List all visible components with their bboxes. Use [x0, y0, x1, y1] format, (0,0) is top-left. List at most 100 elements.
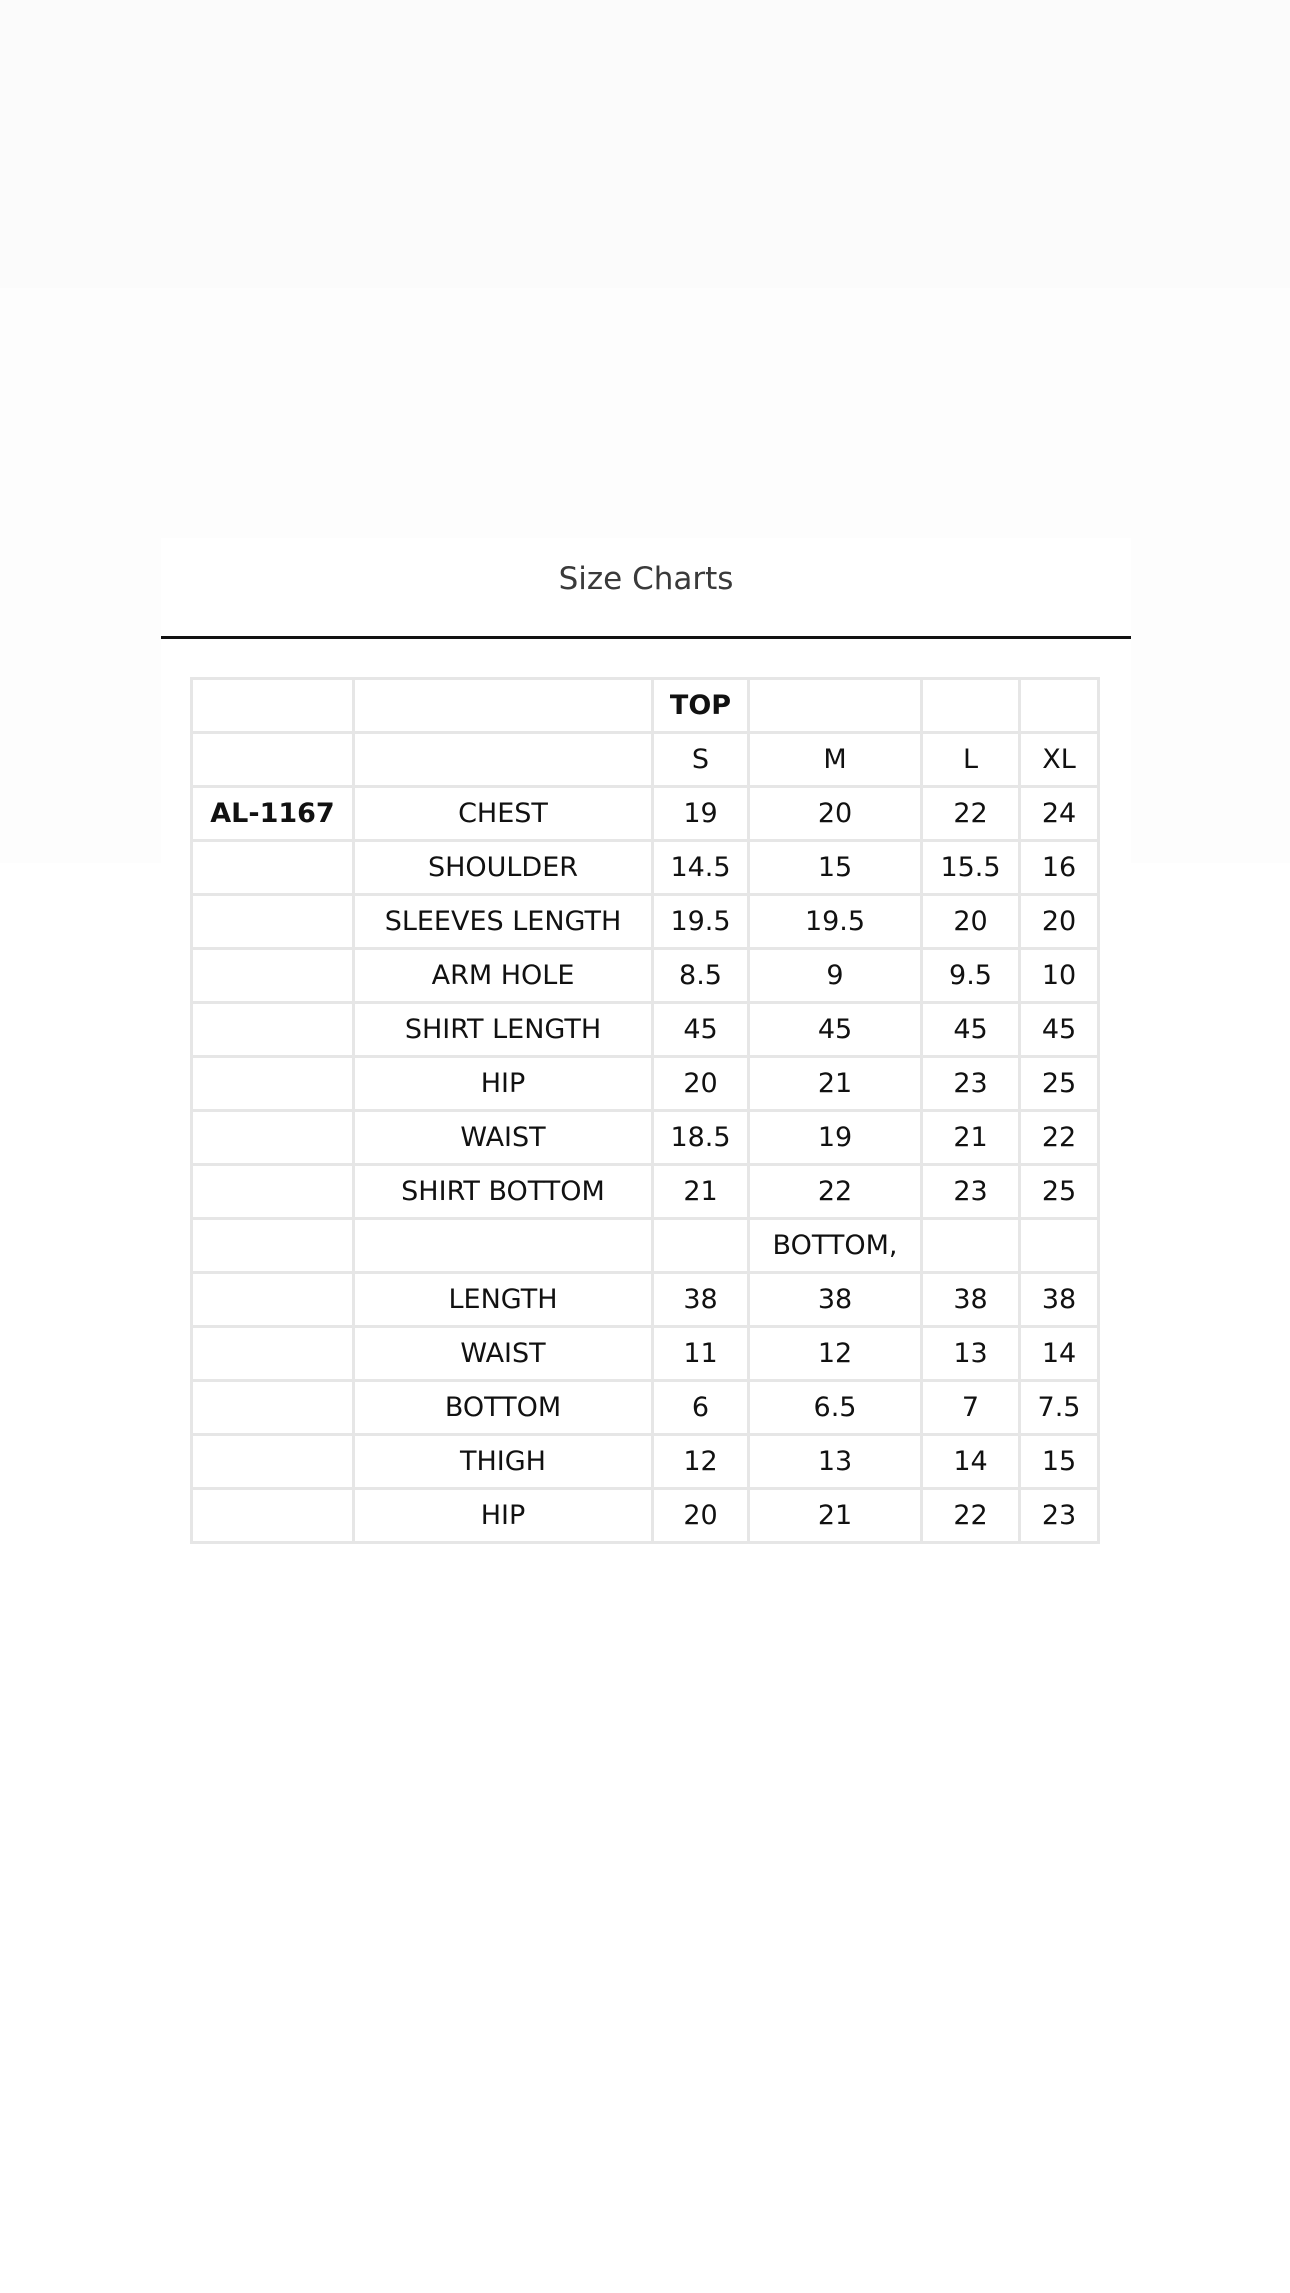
table-cell: BOTTOM: [352, 1379, 654, 1436]
table-cell: [190, 1271, 355, 1328]
table-row: TOP: [190, 677, 1100, 734]
table-cell: SHIRT BOTTOM: [352, 1163, 654, 1220]
table-cell: [190, 893, 355, 950]
table-cell: 9.5: [920, 947, 1021, 1004]
table-row: SLEEVES LENGTH 19.5 19.5 20 20: [190, 893, 1100, 950]
table-cell: LENGTH: [352, 1271, 654, 1328]
table-cell: 20: [747, 785, 923, 842]
table-cell: [190, 731, 355, 788]
table-cell: [747, 677, 923, 734]
table-cell: 15: [747, 839, 923, 896]
table-cell: 15.5: [920, 839, 1021, 896]
table-cell: 7.5: [1018, 1379, 1100, 1436]
table-cell: 25: [1018, 1163, 1100, 1220]
table-cell: S: [651, 731, 750, 788]
table-cell: 21: [920, 1109, 1021, 1166]
table-cell: 45: [920, 1001, 1021, 1058]
size-chart-table: TOP S M L XL AL-1167 CHEST 19 20 22 24 SHOULDER 14.5…: [190, 677, 1100, 1544]
table-cell: 14: [920, 1433, 1021, 1490]
table-cell: 6.5: [747, 1379, 923, 1436]
table-cell: 11: [651, 1325, 750, 1382]
table-cell: 23: [1018, 1487, 1100, 1544]
table-row: ARM HOLE 8.5 9 9.5 10: [190, 947, 1100, 1004]
table-cell: [190, 947, 355, 1004]
table-cell: TOP: [651, 677, 750, 734]
table-cell: 16: [1018, 839, 1100, 896]
table-cell: HIP: [352, 1055, 654, 1112]
table-cell: 23: [920, 1055, 1021, 1112]
table-cell: 19.5: [747, 893, 923, 950]
table-cell: [651, 1217, 750, 1274]
table-cell: [190, 677, 355, 734]
table-row: SHOULDER 14.5 15 15.5 16: [190, 839, 1100, 896]
table-cell: [920, 1217, 1021, 1274]
table-cell: 15: [1018, 1433, 1100, 1490]
table-row: LENGTH 38 38 38 38: [190, 1271, 1100, 1328]
table-cell: 38: [651, 1271, 750, 1328]
table-cell: 22: [747, 1163, 923, 1220]
table-cell: [190, 1217, 355, 1274]
table-cell: 24: [1018, 785, 1100, 842]
table-row: HIP 20 21 22 23: [190, 1487, 1100, 1544]
table-cell: [920, 677, 1021, 734]
table-cell: 19: [747, 1109, 923, 1166]
table-cell: 38: [747, 1271, 923, 1328]
table-cell: 13: [747, 1433, 923, 1490]
table-cell: 20: [651, 1487, 750, 1544]
table-cell: [352, 1217, 654, 1274]
header-divider: [161, 636, 1131, 639]
table-row: WAIST 18.5 19 21 22: [190, 1109, 1100, 1166]
table-row: HIP 20 21 23 25: [190, 1055, 1100, 1112]
table-cell: [190, 1109, 355, 1166]
table-cell: 12: [651, 1433, 750, 1490]
table-cell: CHEST: [352, 785, 654, 842]
table-cell: 38: [920, 1271, 1021, 1328]
table-cell: SHOULDER: [352, 839, 654, 896]
table-cell: L: [920, 731, 1021, 788]
table-cell: 45: [651, 1001, 750, 1058]
table-cell: SHIRT LENGTH: [352, 1001, 654, 1058]
table-cell: 21: [651, 1163, 750, 1220]
table-row: SHIRT LENGTH 45 45 45 45: [190, 1001, 1100, 1058]
table-cell: [190, 1487, 355, 1544]
table-cell: 22: [920, 1487, 1021, 1544]
table-cell: BOTTOM,: [747, 1217, 923, 1274]
table-cell: 22: [920, 785, 1021, 842]
table-cell: 7: [920, 1379, 1021, 1436]
table-cell: [190, 1325, 355, 1382]
table-cell: 9: [747, 947, 923, 1004]
table-cell: 20: [920, 893, 1021, 950]
table-cell: [190, 839, 355, 896]
table-row: SHIRT BOTTOM 21 22 23 25: [190, 1163, 1100, 1220]
table-cell: 21: [747, 1055, 923, 1112]
table-row: WAIST 11 12 13 14: [190, 1325, 1100, 1382]
table-cell: 14.5: [651, 839, 750, 896]
table-cell: ARM HOLE: [352, 947, 654, 1004]
table-cell: 25: [1018, 1055, 1100, 1112]
table-cell: 19: [651, 785, 750, 842]
table-cell: THIGH: [352, 1433, 654, 1490]
table-cell: 22: [1018, 1109, 1100, 1166]
table-row: BOTTOM 6 6.5 7 7.5: [190, 1379, 1100, 1436]
table-cell: 18.5: [651, 1109, 750, 1166]
table-cell: 19.5: [651, 893, 750, 950]
table-cell: [190, 1163, 355, 1220]
table-cell: 21: [747, 1487, 923, 1544]
table-cell: AL-1167: [190, 785, 355, 842]
table-cell: 38: [1018, 1271, 1100, 1328]
table-cell: [1018, 677, 1100, 734]
table-cell: 45: [747, 1001, 923, 1058]
table-cell: 14: [1018, 1325, 1100, 1382]
table-cell: XL: [1018, 731, 1100, 788]
table-cell: 8.5: [651, 947, 750, 1004]
table-cell: 13: [920, 1325, 1021, 1382]
table-cell: 23: [920, 1163, 1021, 1220]
table-cell: [352, 731, 654, 788]
table-cell: WAIST: [352, 1325, 654, 1382]
table-cell: WAIST: [352, 1109, 654, 1166]
table-cell: 45: [1018, 1001, 1100, 1058]
table-cell: 12: [747, 1325, 923, 1382]
table-cell: SLEEVES LENGTH: [352, 893, 654, 950]
table-row: S M L XL: [190, 731, 1100, 788]
table-cell: 20: [1018, 893, 1100, 950]
